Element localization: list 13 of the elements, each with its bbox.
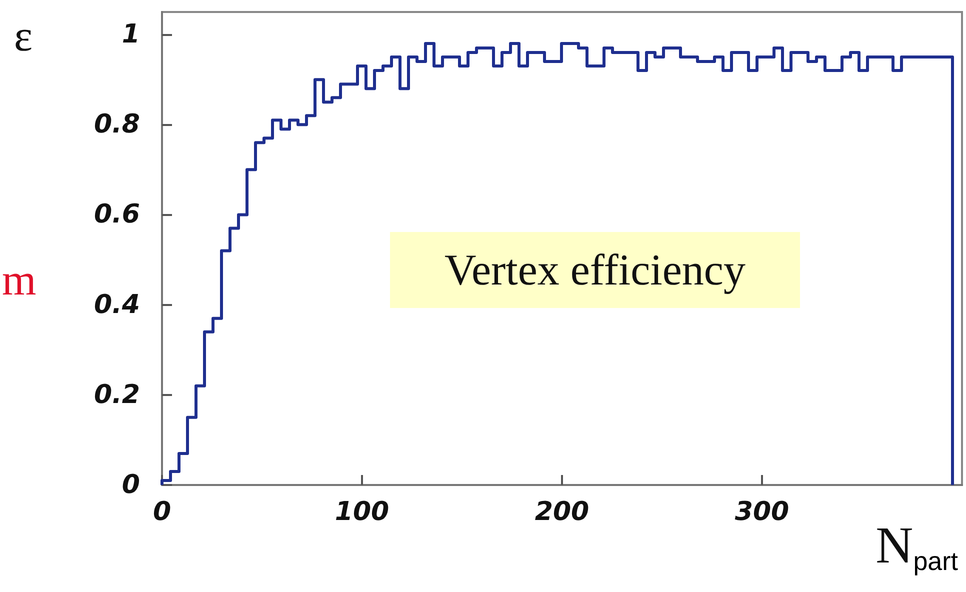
- y-tick-label: 0: [122, 470, 140, 500]
- y-tick-label: 0.8: [94, 110, 140, 140]
- annotation: Vertex efficiency: [444, 246, 746, 294]
- x-tick-label: 300: [734, 497, 790, 527]
- x-tick-label: 100: [334, 497, 390, 527]
- y-tick-label: 1: [122, 20, 140, 50]
- x-tick-label: 200: [534, 497, 590, 527]
- x-tick-label: 0: [152, 497, 172, 527]
- y-tick-label: 0.4: [94, 290, 140, 320]
- y-tick-label: 0.6: [94, 200, 140, 230]
- text: m: [2, 256, 36, 304]
- y-tick-label: 0.2: [94, 380, 140, 410]
- y-axis-title: ε: [14, 12, 32, 60]
